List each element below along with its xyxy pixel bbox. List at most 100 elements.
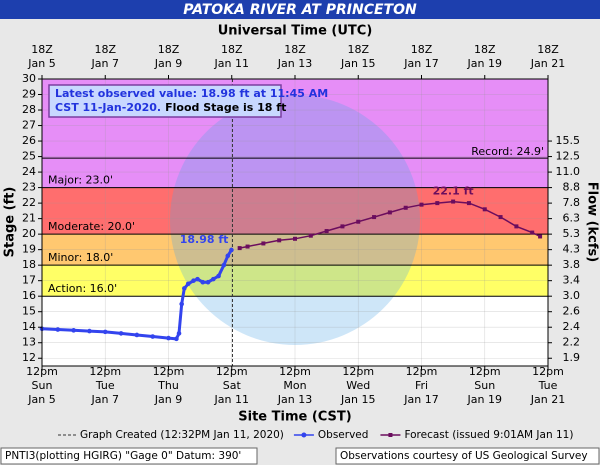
y2-tick-label: 4.3	[563, 243, 581, 256]
x-tick-label: 12pm	[89, 365, 121, 378]
observed-point	[118, 331, 124, 336]
forecast-point	[466, 201, 471, 206]
info-line: Latest observed value: 18.98 ft at 11:45…	[55, 87, 328, 100]
y2-tick-label: 12.5	[556, 150, 581, 163]
x-tick-label: Sat	[223, 379, 242, 392]
x-tick-label: Jan 17	[403, 393, 438, 406]
observed-point	[182, 286, 187, 291]
y-tick-label: 15	[22, 305, 36, 318]
y2-tick-label: 1.9	[563, 351, 581, 364]
y2-tick-label: 11.0	[556, 165, 581, 178]
y-tick-label: 22	[22, 196, 36, 209]
chart-title: PATOKA RIVER AT PRINCETON	[183, 2, 417, 18]
y-tick-label: 20	[22, 227, 36, 240]
y-tick-label: 23	[22, 181, 36, 194]
forecast-point	[530, 230, 535, 235]
flood-band	[42, 265, 548, 297]
x2-tick-label: Jan 13	[277, 57, 312, 70]
x2-tick-label: Jan 7	[91, 57, 119, 70]
info-line: CST 11-Jan-2020.	[55, 101, 161, 114]
x-tick-label: Tue	[538, 379, 558, 392]
forecast-point	[277, 238, 282, 243]
y-tick-label: 14	[22, 320, 36, 333]
x2-tick-label: 18Z	[94, 43, 116, 56]
record-label: Record: 24.9'	[471, 145, 544, 158]
y2-tick-label: 2.6	[563, 305, 581, 318]
forecast-point	[237, 246, 242, 251]
observed-point	[191, 278, 196, 283]
observed-point	[179, 301, 184, 307]
forecast-point	[356, 219, 361, 224]
y2-tick-label: 2.4	[563, 320, 581, 333]
forecast-point	[435, 201, 440, 206]
x-tick-label: Wed	[346, 379, 370, 392]
forecast-point	[245, 244, 250, 249]
observed-point	[229, 247, 234, 253]
y2-tick-label: 3.0	[563, 289, 581, 302]
flood-band	[42, 187, 548, 235]
y-axis-title: Stage (ft)	[3, 187, 18, 258]
forecast-point	[482, 207, 487, 212]
x-tick-label: Jan 7	[91, 393, 119, 406]
x2-tick-label: 18Z	[347, 43, 369, 56]
forecast-point	[293, 236, 297, 241]
plot-area: Action: 16.0' Minor: 18.0' Moderate: 20.0'…	[39, 78, 549, 367]
x-tick-label: Thu	[157, 379, 179, 392]
observed-point	[195, 276, 200, 282]
y-tick-label: 13	[22, 336, 36, 349]
x-tick-label: Jan 21	[530, 393, 565, 406]
forecast-point	[308, 233, 313, 238]
x2-tick-label: Jan 11	[214, 57, 249, 70]
y-tick-label: 21	[22, 212, 36, 225]
legend-marker	[301, 432, 307, 438]
footer-box	[335, 447, 600, 465]
observed-point	[200, 279, 206, 285]
y-tick-label: 29	[22, 88, 36, 101]
observed-point	[205, 279, 211, 285]
info-box	[48, 84, 282, 118]
flood-label: Major: 23.0'	[48, 174, 113, 187]
info-line: Flood Stage is 18 ft	[165, 101, 286, 114]
observed-point	[211, 276, 216, 282]
title-bar	[0, 0, 600, 19]
x-tick-label: 12pm	[153, 365, 185, 378]
x2-tick-label: 18Z	[411, 43, 433, 56]
top-axis-title: Universal Time (UTC)	[218, 24, 373, 39]
x2-tick-label: Jan 17	[403, 57, 438, 70]
observed-point	[176, 331, 182, 336]
y2-tick-label: 5.3	[563, 227, 581, 240]
forecast-point	[451, 199, 456, 204]
x-tick-label: Sun	[32, 379, 53, 392]
forecast-point	[538, 234, 543, 239]
observed-point	[55, 327, 61, 332]
legend-label: Graph Created (12:32PM Jan 11, 2020)	[80, 429, 284, 441]
observed-point	[102, 329, 108, 335]
y2-tick-label: 8.8	[563, 181, 581, 194]
x2-tick-label: Jan 21	[530, 57, 565, 70]
x2-tick-label: 18Z	[221, 43, 243, 56]
forecast-point	[498, 215, 503, 220]
observed-point	[216, 273, 221, 279]
x-tick-label: Jan 5	[27, 393, 55, 406]
y-tick-label: 12	[22, 351, 36, 364]
x2-tick-label: 18Z	[284, 43, 306, 56]
x2-tick-label: 18Z	[31, 43, 53, 56]
y-tick-label: 30	[22, 72, 36, 85]
x2-tick-label: 18Z	[474, 43, 496, 56]
forecast-point	[514, 224, 519, 229]
y-tick-label: 25	[22, 150, 36, 163]
x-tick-label: Tue	[95, 379, 115, 392]
observed-point	[174, 336, 179, 342]
y-tick-label: 16	[22, 289, 36, 302]
observed-point	[134, 332, 140, 338]
y-tick-label: 24	[22, 165, 36, 178]
x-tick-label: 12pm	[279, 365, 311, 378]
observed-point	[166, 335, 171, 341]
forecast-point	[324, 229, 329, 234]
x2-tick-label: Jan 19	[467, 57, 502, 70]
legend-marker	[388, 433, 393, 437]
forecast-point	[419, 202, 424, 207]
x-tick-label: 12pm	[216, 365, 248, 378]
y2-tick-label: 3.8	[563, 258, 581, 271]
